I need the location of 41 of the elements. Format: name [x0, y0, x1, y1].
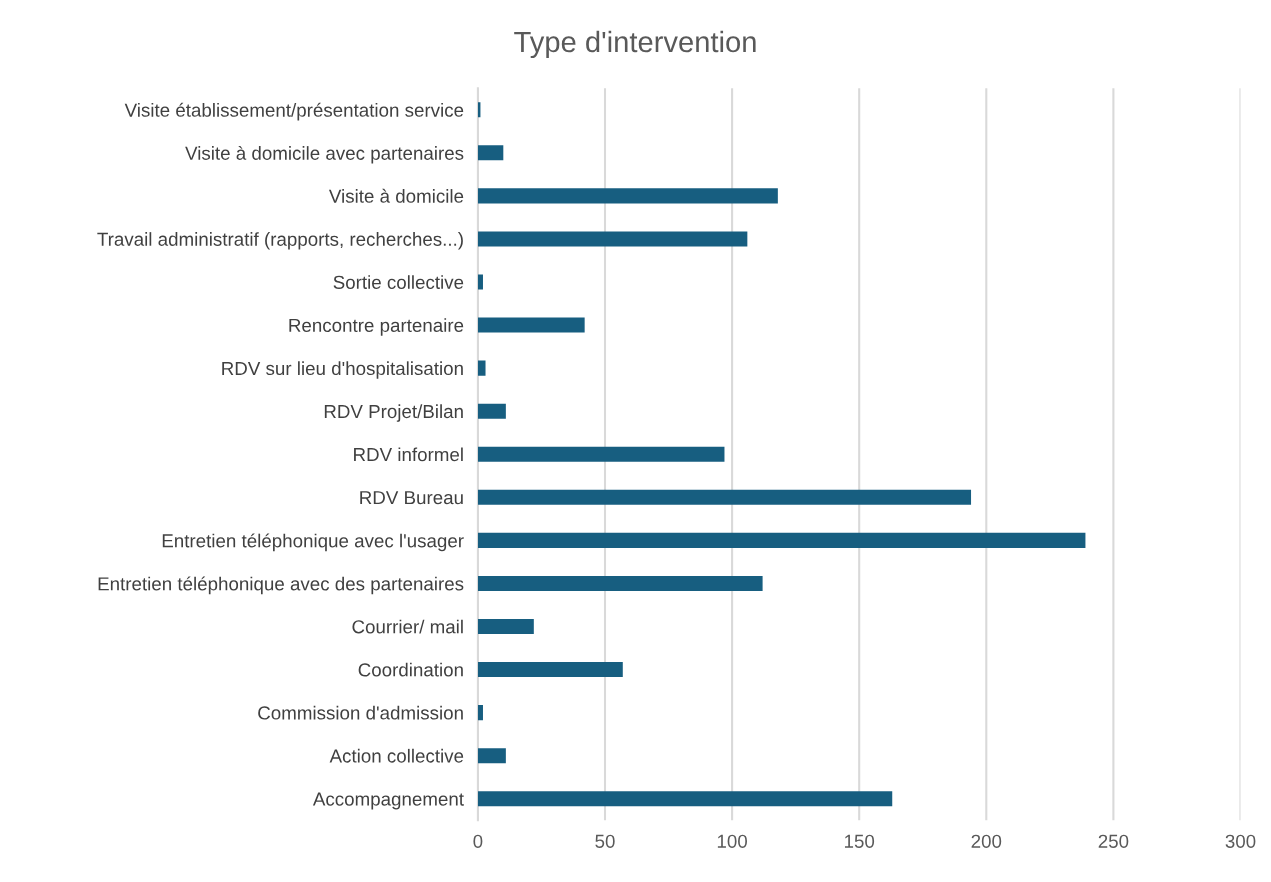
y-tick-label: Commission d'admission [258, 705, 463, 720]
x-tick-label: 0 [473, 834, 483, 848]
bar [477, 618, 534, 635]
y-tick-label: RDV Bureau [360, 491, 463, 505]
bar [477, 360, 486, 376]
x-tick-label: 50 [595, 834, 615, 848]
x-tick-label: 200 [971, 834, 1002, 848]
bar [477, 705, 483, 721]
y-tick-label: Travail administratif (rapports, recherches...) [97, 232, 463, 250]
bar [477, 791, 893, 807]
y-tick-label: Visite établissement/présentation service [124, 102, 464, 121]
bar [477, 662, 623, 678]
y-tick-label: Courrier/ mail [352, 619, 463, 634]
y-tick-label: Visite à domicile [328, 188, 464, 203]
y-tick-label: Entretien téléphonique avec des partenaires [98, 576, 464, 595]
bar [477, 317, 585, 333]
x-tick-label: 150 [844, 834, 875, 848]
y-tick-label: Sortie collective [333, 275, 464, 289]
y-tick-label: Action collective [329, 748, 464, 763]
y-tick-label: RDV informel [354, 447, 463, 462]
bar [477, 231, 748, 247]
bar [477, 188, 778, 204]
y-tick-label: RDV Projet/Bilan [324, 404, 463, 422]
y-tick-label: RDV sur lieu d'hospitalisation [222, 361, 463, 379]
bar [477, 532, 1086, 548]
bar [477, 575, 763, 591]
bar [477, 748, 506, 764]
bar [477, 274, 483, 290]
bar [477, 446, 725, 462]
x-tick-label: 300 [1225, 834, 1256, 848]
y-tick-label: Accompagnement [312, 792, 464, 810]
y-tick-label: Visite à domicile avec partenaires [185, 145, 464, 164]
x-tick-label: 100 [717, 834, 748, 848]
y-tick-label: Coordination [358, 662, 463, 677]
bar [477, 403, 506, 419]
bar [477, 145, 504, 161]
x-tick-label: 250 [1098, 834, 1129, 848]
y-tick-label: Rencontre partenaire [289, 318, 464, 336]
bar [477, 489, 972, 505]
y-tick-label: Entretien téléphonique avec l'usager [162, 533, 464, 552]
chart-title: Type d'intervention [514, 30, 756, 59]
